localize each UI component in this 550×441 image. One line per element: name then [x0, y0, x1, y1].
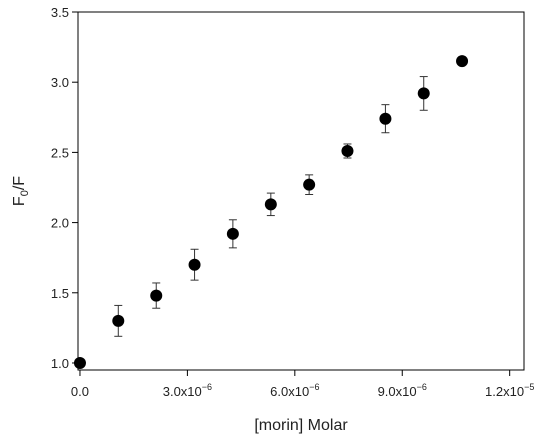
data-point: [150, 289, 163, 302]
data-points: [73, 55, 469, 369]
data-point: [303, 178, 316, 191]
x-tick-label-exponent: −6: [202, 382, 212, 392]
data-point: [379, 112, 392, 125]
y-tick-label: 2.0: [51, 216, 69, 231]
y-tick-label: 1.0: [51, 356, 69, 371]
x-tick-label-mantissa: 0.0: [71, 384, 89, 399]
x-tick-label: 1.2x10−5: [485, 382, 534, 399]
y-tick-label: 3.5: [51, 5, 69, 20]
data-point: [417, 87, 430, 100]
y-tick-label: 3.0: [51, 75, 69, 90]
data-point: [188, 258, 201, 271]
x-tick-label-exponent: −6: [417, 382, 427, 392]
data-point: [112, 314, 125, 327]
plot-frame: [77, 11, 525, 371]
data-point: [341, 144, 354, 157]
x-tick-label-mantissa: 6.0x10: [270, 384, 309, 399]
x-axis-label: [morin] Molar: [254, 417, 348, 434]
x-tick-label-exponent: −5: [524, 382, 534, 392]
x-tick-label: 0.0: [71, 384, 89, 399]
y-tick-label: 1.5: [51, 286, 69, 301]
x-tick-label: 3.0x10−6: [163, 382, 212, 399]
data-point: [73, 356, 86, 369]
y-tick-label: 2.5: [51, 145, 69, 160]
x-tick-label-exponent: −6: [309, 382, 319, 392]
y-axis-label-main: F: [11, 196, 28, 206]
x-tick-label-mantissa: 9.0x10: [378, 384, 417, 399]
x-axis: 0.0 3.0x10−6 6.0x10−6 9.0x10−6 1.2x10−5: [71, 370, 534, 399]
x-tick-label-mantissa: 1.2x10: [485, 384, 524, 399]
y-axis-label-subscript: 0: [19, 190, 31, 196]
y-axis: 1.0 1.5 2.0 2.5 3.0 3.5: [51, 5, 78, 371]
y-axis-label: F0/F: [11, 176, 31, 206]
x-tick-label-mantissa: 3.0x10: [163, 384, 202, 399]
y-axis-label-tail: /F: [11, 176, 28, 190]
data-point: [456, 55, 469, 68]
x-tick-label: 6.0x10−6: [270, 382, 319, 399]
x-tick-label: 9.0x10−6: [378, 382, 427, 399]
data-point: [226, 227, 239, 240]
data-point: [264, 198, 277, 211]
